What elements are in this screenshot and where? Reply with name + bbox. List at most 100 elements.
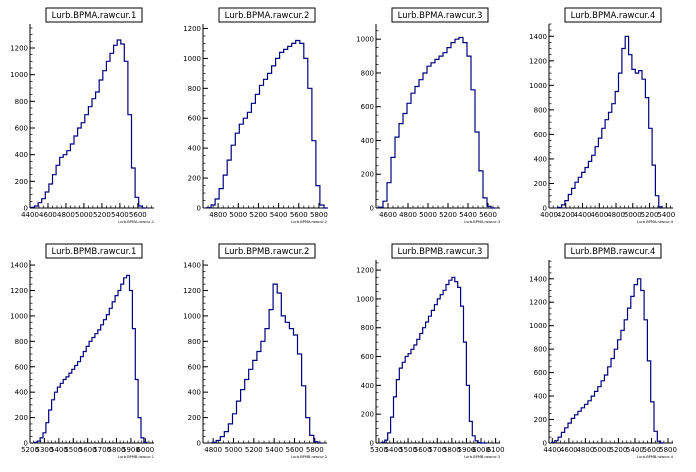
x-tick-label: 5800 bbox=[108, 446, 126, 454]
y-tick-label: 0 bbox=[197, 205, 201, 213]
histogram-panel: Lurb.BPMA.rawcur.4 0 200 400 600 800 1000 1200 1… bbox=[529, 7, 675, 224]
x-tick-label: 5300 bbox=[36, 446, 54, 454]
y-tick-label: 600 bbox=[15, 125, 28, 133]
title-box bbox=[564, 243, 662, 259]
y-tick-label: 600 bbox=[15, 363, 28, 371]
x-tick-label: 4800 bbox=[209, 211, 227, 219]
y-tick-label: 600 bbox=[361, 103, 374, 111]
x-tick-label: 5000 bbox=[593, 446, 611, 454]
x-tick-label: 5600 bbox=[290, 211, 308, 219]
x-tick-label: 5600 bbox=[414, 446, 432, 454]
y-tick-label: 200 bbox=[15, 178, 28, 186]
x-tick-label: 5200 bbox=[93, 211, 111, 219]
y-tick-label: 400 bbox=[188, 145, 201, 153]
histogram-series bbox=[378, 36, 495, 209]
histogram-panel: Lurb.BPMA.rawcur.1 0 200 400 600 800 1000 1200 4… bbox=[10, 7, 154, 224]
x-axis-label: Lurb.BPMA.rawcur.3 bbox=[464, 220, 500, 224]
x-tick-label: 5200 bbox=[439, 211, 457, 219]
x-tick-label: 5800 bbox=[306, 446, 324, 454]
x-tick-label: 5500 bbox=[64, 446, 82, 454]
x-tick-label: 4400 bbox=[574, 211, 592, 219]
histogram-panel: Lurb.BPMB.rawcur.3 0 200 400 600 800 1000 1200 5… bbox=[356, 243, 505, 459]
y-tick-label: 200 bbox=[361, 411, 374, 419]
x-tick-label: 5900 bbox=[122, 446, 140, 454]
x-tick-label: 5500 bbox=[399, 446, 417, 454]
y-tick-label: 0 bbox=[24, 440, 28, 448]
x-tick-label: 5600 bbox=[643, 446, 661, 454]
y-tick-label: 1200 bbox=[183, 287, 201, 295]
x-tick-label: 4800 bbox=[399, 211, 417, 219]
title-box bbox=[218, 7, 316, 23]
title-box bbox=[391, 243, 489, 259]
x-tick-label: 5200 bbox=[21, 446, 39, 454]
y-tick-label: 1000 bbox=[356, 295, 374, 303]
y-tick-label: 800 bbox=[361, 69, 374, 77]
histogram-series bbox=[211, 283, 322, 444]
histogram-panel: Lurb.BPMB.rawcur.4 0 200 400 600 800 1000 1200 1… bbox=[529, 243, 677, 459]
x-tick-label: 4800 bbox=[57, 211, 75, 219]
x-tick-label: 4800 bbox=[576, 446, 594, 454]
y-tick-label: 1000 bbox=[529, 82, 547, 90]
histogram-panel: Lurb.BPMA.rawcur.2 0 200 400 600 800 1000 1200 4… bbox=[183, 7, 328, 224]
y-tick-label: 800 bbox=[188, 85, 201, 93]
x-tick-label: 5800 bbox=[310, 211, 328, 219]
y-tick-label: 1200 bbox=[529, 299, 547, 307]
x-tick-label: 5600 bbox=[79, 446, 97, 454]
y-tick-label: 1200 bbox=[529, 57, 547, 65]
x-tick-label: 5000 bbox=[225, 446, 243, 454]
x-axis-label: Lurb.BPMB.rawcur.3 bbox=[464, 455, 500, 459]
histogram-series bbox=[30, 39, 146, 209]
histogram-panel: Lurb.BPMB.rawcur.2 0 200 400 600 800 1000 1200 1… bbox=[183, 243, 327, 459]
x-tick-label: 5000 bbox=[419, 211, 437, 219]
histogram-series bbox=[557, 35, 663, 208]
x-tick-label: 5800 bbox=[659, 446, 677, 454]
y-tick-label: 200 bbox=[188, 414, 201, 422]
x-tick-label: 5400 bbox=[265, 446, 283, 454]
y-tick-label: 400 bbox=[534, 393, 547, 401]
y-tick-label: 1400 bbox=[529, 33, 547, 41]
x-tick-label: 5600 bbox=[479, 211, 497, 219]
x-tick-label: 5400 bbox=[270, 211, 288, 219]
x-tick-label: 5000 bbox=[75, 211, 93, 219]
y-tick-label: 200 bbox=[188, 175, 201, 183]
y-tick-label: 1400 bbox=[183, 262, 201, 270]
x-tick-label: 4000 bbox=[540, 211, 558, 219]
title-box bbox=[45, 7, 143, 23]
x-tick-label: 5400 bbox=[385, 446, 403, 454]
y-tick-label: 600 bbox=[188, 115, 201, 123]
y-tick-label: 1000 bbox=[183, 55, 201, 63]
y-tick-label: 600 bbox=[534, 369, 547, 377]
x-tick-label: 4800 bbox=[607, 211, 625, 219]
x-tick-label: 5000 bbox=[624, 211, 642, 219]
y-tick-label: 0 bbox=[24, 205, 28, 213]
y-tick-label: 400 bbox=[361, 137, 374, 145]
chart-title: Lurb.BPMA.rawcur.1 bbox=[52, 11, 137, 21]
histogram-series bbox=[550, 278, 664, 444]
x-tick-label: 5400 bbox=[657, 211, 675, 219]
y-tick-label: 200 bbox=[361, 171, 374, 179]
histogram-series bbox=[206, 39, 328, 209]
y-tick-label: 1200 bbox=[356, 267, 374, 275]
x-tick-label: 5800 bbox=[443, 446, 461, 454]
title-box bbox=[45, 243, 143, 259]
x-tick-label: 6000 bbox=[136, 446, 154, 454]
y-tick-label: 200 bbox=[15, 414, 28, 422]
histogram-series bbox=[33, 274, 148, 443]
x-tick-label: 5400 bbox=[50, 446, 68, 454]
y-tick-label: 200 bbox=[534, 180, 547, 188]
y-tick-label: 800 bbox=[188, 338, 201, 346]
x-tick-label: 5600 bbox=[286, 446, 304, 454]
y-tick-label: 0 bbox=[370, 205, 374, 213]
x-axis-label: Lurb.BPMA.rawcur.2 bbox=[291, 220, 327, 224]
y-tick-label: 1000 bbox=[10, 312, 28, 320]
y-tick-label: 600 bbox=[188, 363, 201, 371]
title-box bbox=[218, 243, 316, 259]
x-tick-label: 5200 bbox=[610, 446, 628, 454]
y-tick-label: 0 bbox=[197, 440, 201, 448]
chart-title: Lurb.BPMB.rawcur.1 bbox=[52, 247, 137, 257]
x-axis-label: Lurb.BPMA.rawcur.1 bbox=[118, 220, 154, 224]
y-tick-label: 1000 bbox=[356, 36, 374, 44]
x-tick-label: 5200 bbox=[641, 211, 659, 219]
y-tick-label: 0 bbox=[543, 205, 547, 213]
